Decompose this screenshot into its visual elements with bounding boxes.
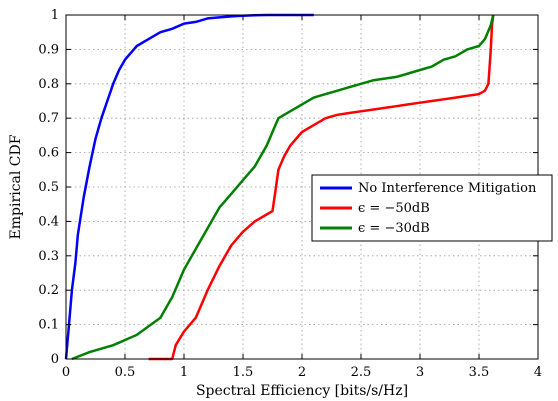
y-tick-label: 0.2 [38, 283, 59, 298]
y-tick-label: 0.5 [38, 180, 59, 195]
series-line-1 [148, 14, 495, 361]
y-tick-label: 0.7 [38, 111, 59, 126]
x-tick-label: 1 [180, 365, 188, 380]
y-tick-label: 0.6 [38, 146, 59, 161]
x-tick-label: 4 [534, 365, 542, 380]
y-tick-label: 0.4 [38, 214, 59, 229]
y-tick-label: 1 [51, 8, 59, 23]
y-tick-label: 0.9 [38, 42, 59, 57]
legend-label: No Interference Mitigation [358, 181, 537, 196]
y-tick-label: 0 [51, 352, 59, 367]
legend-label: ϵ = −30dB [358, 221, 430, 236]
x-tick-label: 3 [416, 365, 424, 380]
x-tick-labels: 0 0.5 1 1.5 2 2.5 3 3.5 4 [62, 365, 542, 380]
series-lines [64, 13, 495, 361]
tick-marks [65, 14, 539, 360]
series-line-2 [71, 14, 495, 361]
y-tick-label: 0.1 [38, 318, 59, 333]
legend: No Interference Mitigation ϵ = −50dB ϵ = −… [311, 174, 553, 242]
y-axis-title: Empirical CDF [8, 134, 24, 239]
y-tick-label: 0.8 [38, 77, 59, 92]
x-tick-label: 3.5 [469, 365, 490, 380]
x-tick-label: 0 [62, 365, 70, 380]
x-tick-label: 2.5 [351, 365, 372, 380]
y-tick-label: 0.3 [38, 249, 59, 264]
x-tick-label: 2 [298, 365, 306, 380]
series-line-0 [64, 13, 314, 360]
x-tick-label: 0.5 [115, 365, 136, 380]
y-tick-labels: 0 0.1 0.2 0.3 0.4 0.5 0.6 0.7 0.8 0.9 1 [38, 8, 59, 367]
x-axis-title: Spectral Efficiency [bits/s/Hz] [196, 383, 408, 399]
x-tick-label: 1.5 [233, 365, 254, 380]
legend-label: ϵ = −50dB [358, 201, 430, 216]
